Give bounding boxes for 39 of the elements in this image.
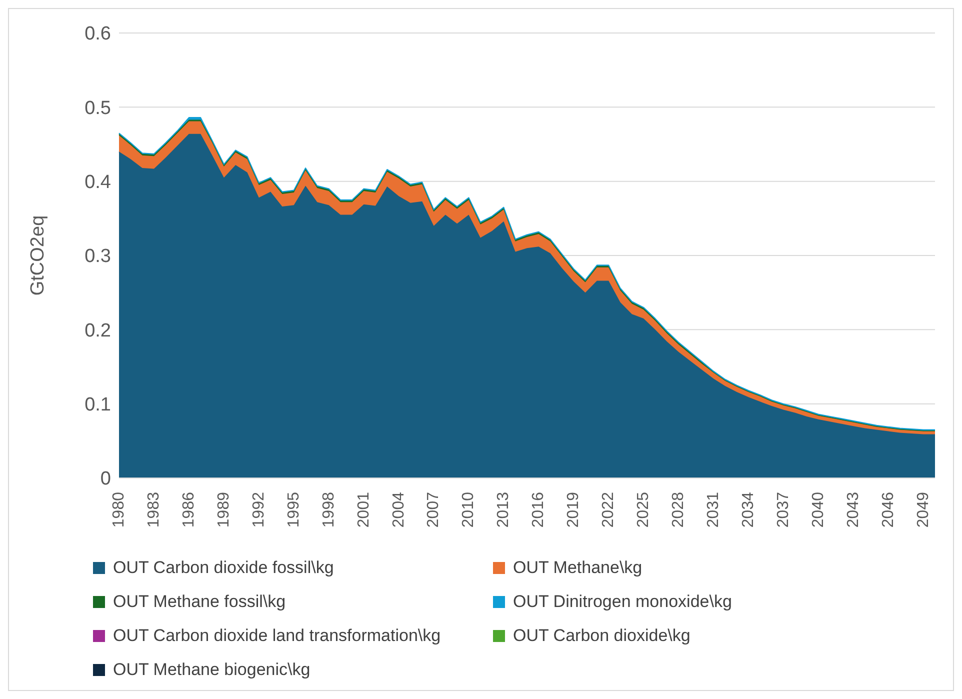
x-tick-label: 2037 <box>774 492 792 528</box>
x-tick-label: 2019 <box>565 492 582 528</box>
x-tick-label: 2031 <box>705 492 722 528</box>
x-tick-label: 1986 <box>180 492 198 528</box>
x-tick-label: 2028 <box>670 492 688 528</box>
legend-label: OUT Dinitrogen monoxide\kg <box>513 592 732 612</box>
y-tick-label: 0.3 <box>84 246 111 268</box>
x-tick-label: 2043 <box>844 492 862 528</box>
y-tick-label: 0.1 <box>84 394 111 416</box>
x-tick-label: 1989 <box>215 492 232 528</box>
y-tick-label: 0.6 <box>84 24 111 45</box>
y-tick-label: 0.4 <box>84 172 112 194</box>
x-tick-label: 2004 <box>390 492 408 528</box>
x-tick-label: 1992 <box>250 492 268 528</box>
legend-label: OUT Carbon dioxide fossil\kg <box>113 558 334 578</box>
x-tick-label: 2013 <box>495 492 512 528</box>
x-tick-label: 2040 <box>810 492 827 528</box>
x-tick-label: 2001 <box>355 492 372 528</box>
x-tick-label: 1995 <box>285 492 302 528</box>
x-tick-label: 2022 <box>600 492 618 528</box>
y-tick-label: 0.5 <box>84 98 111 119</box>
legend-label: OUT Methane biogenic\kg <box>113 660 310 680</box>
x-tick-label: 2007 <box>425 492 442 528</box>
x-tick-label: 1983 <box>145 492 162 528</box>
legend-label: OUT Methane\kg <box>513 558 642 578</box>
y-tick-label: 0.2 <box>84 320 111 342</box>
x-tick-label: 1980 <box>110 492 128 528</box>
y-tick-label: 0 <box>100 468 111 490</box>
x-tick-label: 2016 <box>530 492 548 528</box>
legend-label: OUT Methane fossil\kg <box>113 592 286 612</box>
x-tick-label: 2010 <box>460 492 478 528</box>
x-tick-label: 2034 <box>740 492 757 528</box>
x-tick-label: 2049 <box>914 492 932 528</box>
legend-label: OUT Carbon dioxide\kg <box>513 626 690 646</box>
legend-label: OUT Carbon dioxide land transformation\kg <box>113 626 441 646</box>
x-tick-label: 2025 <box>635 492 652 528</box>
x-tick-label: 2046 <box>880 492 897 528</box>
y-axis-title: GtCO2eq <box>28 215 49 296</box>
x-tick-label: 1998 <box>320 492 338 528</box>
